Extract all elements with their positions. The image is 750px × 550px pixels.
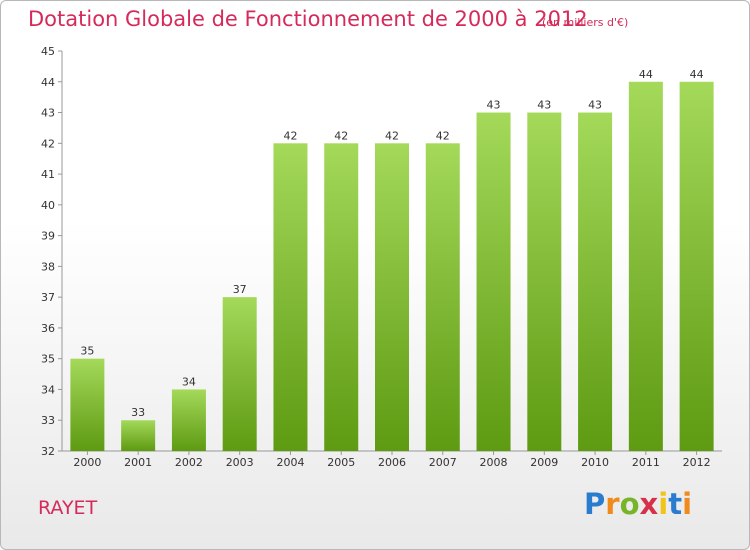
x-tick-label: 2004 [276,456,304,469]
bar-2008 [476,112,511,452]
x-tick-label: 2002 [175,456,203,469]
bar-value-label: 43 [487,99,501,112]
y-tick-label: 33 [41,414,55,427]
bar-value-label: 43 [588,99,602,112]
bar-value-label: 42 [436,129,450,142]
bar-2006 [375,143,409,452]
bar-2012 [679,81,714,452]
y-tick-label: 41 [41,168,55,181]
y-tick-label: 45 [41,45,55,58]
bar-2011 [628,81,663,452]
x-tick-label: 2010 [581,456,609,469]
chart-subtitle: (en milliers d'€) [542,16,629,29]
bar-value-label: 33 [131,406,145,419]
bar-2003 [222,297,257,451]
bar-2005 [324,143,359,452]
bar-value-label: 34 [182,375,196,388]
chart-title: Dotation Globale de Fonctionnement de 20… [28,7,588,31]
y-tick-label: 32 [41,445,55,458]
y-tick-label: 43 [41,107,55,120]
bars [70,81,714,452]
y-tick-label: 34 [41,383,55,396]
logo-letter: t [668,487,683,521]
x-tick-label: 2003 [226,456,254,469]
logo-letter: i [658,487,669,521]
axes: 32 33 34 35 36 37 38 39 40 41 42 43 44 45 2000 2001 2002… [41,45,722,469]
bar-2007 [425,143,460,452]
bar-value-label: 35 [80,345,94,358]
y-tick-label: 40 [41,199,55,212]
commune-name: RAYET [38,497,98,519]
y-tick-label: 36 [41,322,55,335]
bar-value-label: 42 [334,129,348,142]
x-tick-label: 2012 [683,456,711,469]
x-tick-label: 2006 [378,456,406,469]
x-tick-label: 2005 [327,456,355,469]
logo-letter: x [639,487,659,521]
bar-2002 [171,389,206,451]
logo-letter: o [619,487,640,521]
bar-value-label: 44 [690,68,704,81]
bar-2004 [273,143,308,452]
bar-value-label: 42 [385,129,399,142]
proxiti-logo[interactable]: Proxiti [584,487,692,521]
y-tick-label: 44 [41,76,55,89]
bar-2009 [527,112,562,452]
bar-value-label: 44 [639,68,653,81]
bar-value-label: 42 [283,129,297,142]
x-tick-label: 2009 [530,456,558,469]
bar-value-label: 43 [537,99,551,112]
y-tick-label: 38 [41,260,55,273]
x-tick-label: 2000 [73,456,101,469]
y-tick-label: 37 [41,291,55,304]
y-tick-label: 42 [41,137,55,150]
bar-value-label: 37 [233,283,247,296]
logo-letter: i [682,487,693,521]
bar-2010 [578,112,613,452]
bar-2001 [121,420,156,451]
x-tick-label: 2001 [124,456,152,469]
bar-2000 [70,358,105,451]
data-labels: 35 33 34 37 42 42 42 42 43 43 43 44 44 [80,68,703,419]
x-tick-label: 2011 [632,456,660,469]
logo-letter: P [584,487,606,521]
logo-letter: r [605,487,620,521]
x-tick-label: 2008 [480,456,508,469]
y-tick-label: 35 [41,353,55,366]
x-tick-label: 2007 [429,456,457,469]
y-tick-label: 39 [41,230,55,243]
